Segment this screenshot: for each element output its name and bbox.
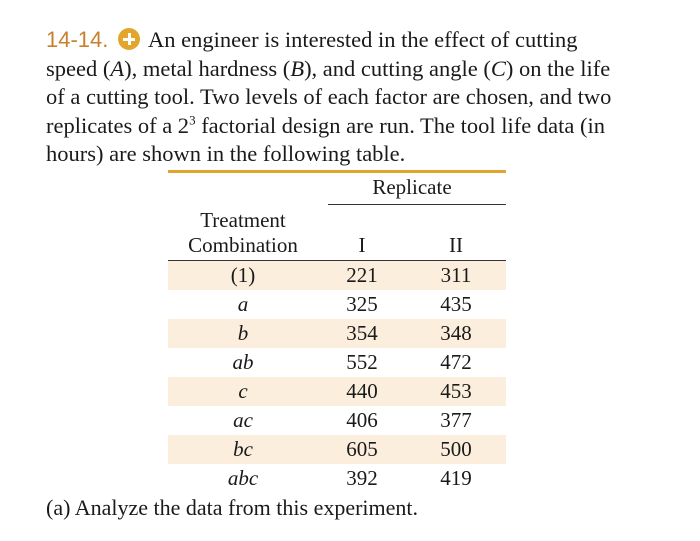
rep2-cell: 419 (440, 466, 472, 490)
table-header-row-bottom: Combination I II (168, 231, 506, 261)
replicate-rule (328, 204, 506, 205)
rep2-cell: 472 (440, 350, 472, 374)
rep1-cell: 440 (318, 377, 406, 406)
treatment-cell: c (168, 377, 318, 406)
table-row: abc 392 419 (168, 464, 506, 493)
table-header-row-top: Replicate (168, 170, 506, 202)
problem-line-4-start: replicates of a 2 (46, 112, 190, 138)
treatment-cell: abc (227, 466, 259, 490)
rep1-cell: 325 (346, 292, 378, 316)
tool-life-table: Replicate Treatment Combination I II (1)… (168, 170, 506, 493)
treatment-cell: (1) (168, 260, 318, 290)
problem-number: 14-14. (46, 27, 109, 52)
rep2-cell: 377 (440, 408, 472, 432)
treatment-cell: ac (233, 408, 253, 432)
table-row: ab 552 472 (168, 348, 506, 377)
rep1-cell: 605 (318, 435, 406, 464)
treatment-cell: b (168, 319, 318, 348)
design-exponent: 3 (189, 112, 196, 128)
replicate-1-header: I (318, 231, 406, 261)
problem-statement: 14-14. An engineer is interested in the … (46, 26, 646, 169)
table-row: bc 605 500 (168, 435, 506, 464)
treatment-cell: bc (168, 435, 318, 464)
problem-line-2-mid1: ), metal hardness ( (124, 55, 291, 81)
table-row: a 325 435 (168, 290, 506, 319)
table-row: c 440 453 (168, 377, 506, 406)
rep2-cell: 435 (440, 292, 472, 316)
problem-line-5: hours) are shown in the following table. (46, 141, 406, 167)
replicate-2-header: II (406, 231, 506, 261)
table-row: (1) 221 311 (168, 260, 506, 290)
part-a-question: (a) Analyze the data from this experimen… (46, 495, 419, 520)
problem-line-2-start: speed ( (46, 55, 111, 81)
rep1-cell: 221 (318, 260, 406, 290)
rep2-cell: 453 (406, 377, 506, 406)
rep1-cell: 392 (346, 466, 378, 490)
replicate-header: Replicate (318, 170, 506, 202)
problem-line-2-end: ) on the life (505, 55, 611, 81)
table-row: ac 406 377 (168, 406, 506, 435)
plus-circle-icon[interactable] (118, 28, 141, 50)
table-header-row-mid: Treatment (168, 202, 506, 231)
rep1-cell: 406 (346, 408, 378, 432)
factor-b: B (290, 55, 305, 81)
problem-line-4-end: factorial design are run. The tool life … (195, 112, 605, 138)
rep2-cell: 348 (406, 319, 506, 348)
problem-line-3: of a cutting tool. Two levels of each fa… (46, 84, 612, 110)
factor-a: A (110, 55, 125, 81)
treatment-cell: a (237, 292, 249, 316)
treatment-cell: ab (232, 350, 254, 374)
table-row: b 354 348 (168, 319, 506, 348)
factor-c: C (490, 55, 506, 81)
rep1-cell: 552 (346, 350, 378, 374)
rep2-cell: 311 (406, 260, 506, 290)
problem-line-2-mid2: ), and cutting angle ( (304, 55, 491, 81)
treatment-header-line2: Combination (168, 231, 318, 261)
problem-line-1: An engineer is interested in the effect … (148, 27, 578, 52)
rep2-cell: 500 (406, 435, 506, 464)
rep1-cell: 354 (318, 319, 406, 348)
treatment-header-line1: Treatment (200, 208, 286, 232)
